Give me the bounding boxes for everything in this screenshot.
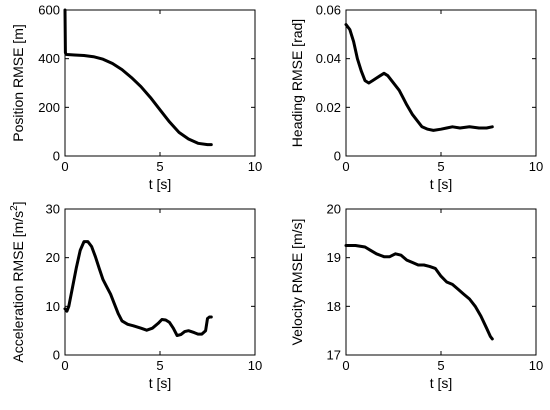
position-y-tick-label: 400 [38,51,60,66]
velocity-y-tick-label: 18 [327,299,341,314]
position-y-tick-label: 600 [38,3,60,18]
position-y-tick-label: 200 [38,100,60,115]
acceleration-x-tick-label: 10 [248,358,262,373]
velocity-y-tick-label: 20 [327,202,341,217]
velocity-y-tick-label: 17 [327,348,341,363]
acceleration-rmse-line [63,240,213,337]
acceleration-rmse-panel: 0 5 10 0 10 20 30 t [s] Acceleration RMSE [m/s2] [9,201,262,391]
acceleration-y-tick-label: 30 [46,202,60,217]
velocity-x-tick-label: 0 [342,358,349,373]
position-y-tick-label: 0 [53,149,60,164]
heading-y-tick-label: 0.04 [316,51,341,66]
velocity-x-tick-label: 10 [529,358,543,373]
heading-x-tick-label: 0 [342,159,349,174]
velocity-rmse-line [344,244,494,341]
position-x-axis-label: t [s] [149,176,172,192]
acceleration-axes-frame [64,208,256,356]
position-rmse-panel: 0 5 10 0 200 400 600 t [s] Position RMSE [m] [10,3,262,193]
acceleration-y-tick-label: 0 [53,348,60,363]
acceleration-y-tick-label: 10 [46,299,60,314]
position-y-axis-label: Position RMSE [m] [10,24,26,141]
heading-x-tick-label: 10 [529,159,543,174]
velocity-axes-frame [345,208,537,356]
acceleration-x-tick-label: 0 [61,358,68,373]
acceleration-y-tick-label: 20 [46,250,60,265]
heading-y-tick-label: 0.06 [316,3,341,18]
velocity-x-axis-label: t [s] [430,375,453,391]
heading-rmse-line [344,23,494,132]
position-x-tick-label: 5 [156,159,163,174]
heading-y-tick-label: 0.02 [316,100,341,115]
velocity-x-tick-label: 5 [437,358,444,373]
acceleration-x-tick-label: 5 [156,358,163,373]
position-x-tick-label: 10 [248,159,262,174]
position-axes-frame [64,9,256,157]
acceleration-x-axis-label: t [s] [149,375,172,391]
velocity-rmse-panel: 0 5 10 17 18 19 20 t [s] Velocity RMSE [m/s] [289,202,543,392]
position-rmse-line [63,8,213,147]
heading-y-tick-label: 0 [334,149,341,164]
velocity-y-tick-label: 19 [327,250,341,265]
heading-x-axis-label: t [s] [430,176,453,192]
acceleration-y-axis-label: Acceleration RMSE [m/s2] [9,201,26,362]
heading-x-tick-label: 5 [437,159,444,174]
heading-rmse-panel: 0 5 10 0 0.02 0.04 0.06 t [s] Heading RMSE [rad] [289,3,543,193]
velocity-y-axis-label: Velocity RMSE [m/s] [289,219,305,346]
heading-axes-frame [345,9,537,157]
position-x-tick-label: 0 [61,159,68,174]
heading-y-axis-label: Heading RMSE [rad] [289,19,305,147]
